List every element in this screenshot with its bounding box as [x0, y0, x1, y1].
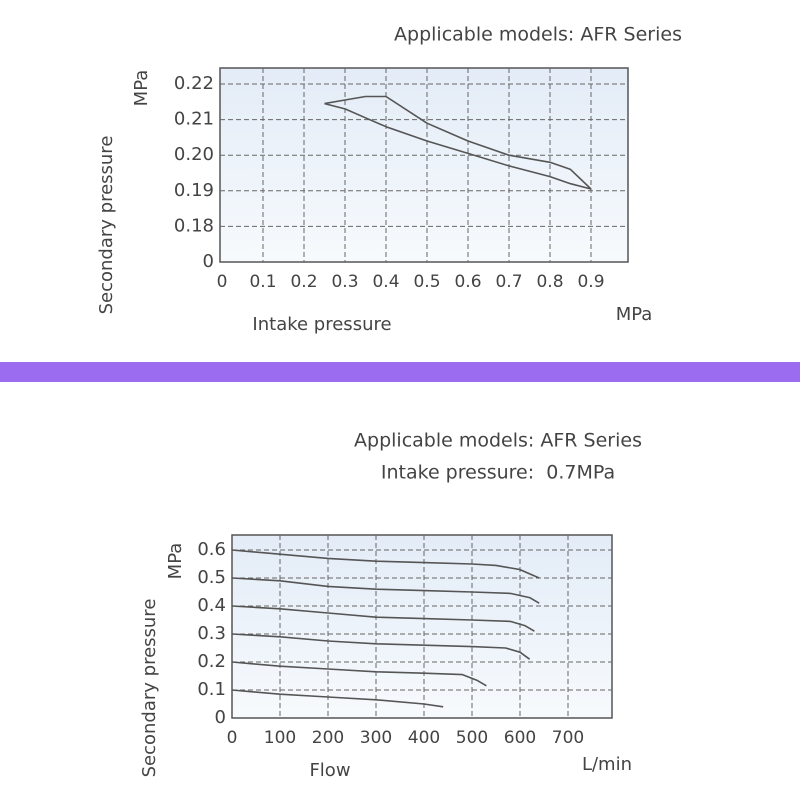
- curve: [231, 549, 540, 579]
- chart-title: Applicable models: AFR Series: [354, 430, 642, 452]
- y-tick-label: 0.1: [197, 679, 226, 700]
- x-tick-label: 0.6: [454, 272, 481, 292]
- divider: [0, 362, 800, 382]
- plot-area: [219, 67, 629, 263]
- y-axis-unit: MPa: [131, 70, 152, 107]
- y-tick-label: 0.22: [174, 73, 214, 94]
- y-tick-label: 0.19: [174, 180, 214, 201]
- y-tick-label: 0.21: [174, 109, 214, 130]
- x-tick-label: 0.4: [372, 272, 399, 292]
- y-axis-unit: MPa: [165, 543, 186, 580]
- x-tick-label: 700: [552, 728, 584, 748]
- x-axis-label: Intake pressure: [252, 314, 391, 335]
- chart-title: Applicable models: AFR Series: [394, 24, 682, 46]
- x-tick-label: 0.3: [331, 272, 358, 292]
- x-tick-label: 0.5: [413, 272, 440, 292]
- y-tick-label: 0.18: [174, 215, 214, 236]
- plot-area: [231, 534, 613, 719]
- x-tick-label: 600: [504, 728, 536, 748]
- x-tick-label: 0: [227, 728, 238, 748]
- x-tick-label: 0.9: [577, 272, 604, 292]
- x-tick-label: 200: [312, 728, 344, 748]
- x-tick-label: 300: [360, 728, 392, 748]
- y-tick-label: 0.6: [197, 539, 226, 560]
- y-tick-label: 0: [203, 251, 214, 272]
- y-axis-label: Secondary pressure: [139, 599, 160, 778]
- y-tick-label: 0.3: [197, 623, 226, 644]
- chart-subtitle: Intake pressure: 0.7MPa: [381, 462, 615, 484]
- x-tick-label: 100: [264, 728, 296, 748]
- y-tick-label: 0.20: [174, 144, 214, 165]
- curve: [231, 577, 540, 604]
- curve: [231, 605, 535, 632]
- x-axis-unit: MPa: [616, 304, 653, 325]
- curve: [231, 633, 531, 660]
- x-tick-label: 500: [456, 728, 488, 748]
- x-axis-label: Flow: [309, 760, 350, 781]
- y-tick-label: 0.4: [197, 595, 226, 616]
- curve: [231, 689, 444, 708]
- x-tick-label: 0: [217, 272, 228, 292]
- x-axis-unit: L/min: [582, 754, 632, 775]
- y-tick-label: 0.5: [197, 567, 226, 588]
- curve: [324, 95, 592, 190]
- x-tick-label: 400: [408, 728, 440, 748]
- y-axis-label: Secondary pressure: [96, 136, 117, 315]
- curve: [231, 661, 487, 687]
- x-tick-label: 0.1: [249, 272, 276, 292]
- x-tick-label: 0.8: [536, 272, 563, 292]
- curve: [324, 102, 592, 190]
- x-tick-label: 0.2: [290, 272, 317, 292]
- x-tick-label: 0.7: [495, 272, 522, 292]
- y-tick-label: 0.2: [197, 651, 226, 672]
- y-tick-label: 0: [215, 707, 226, 728]
